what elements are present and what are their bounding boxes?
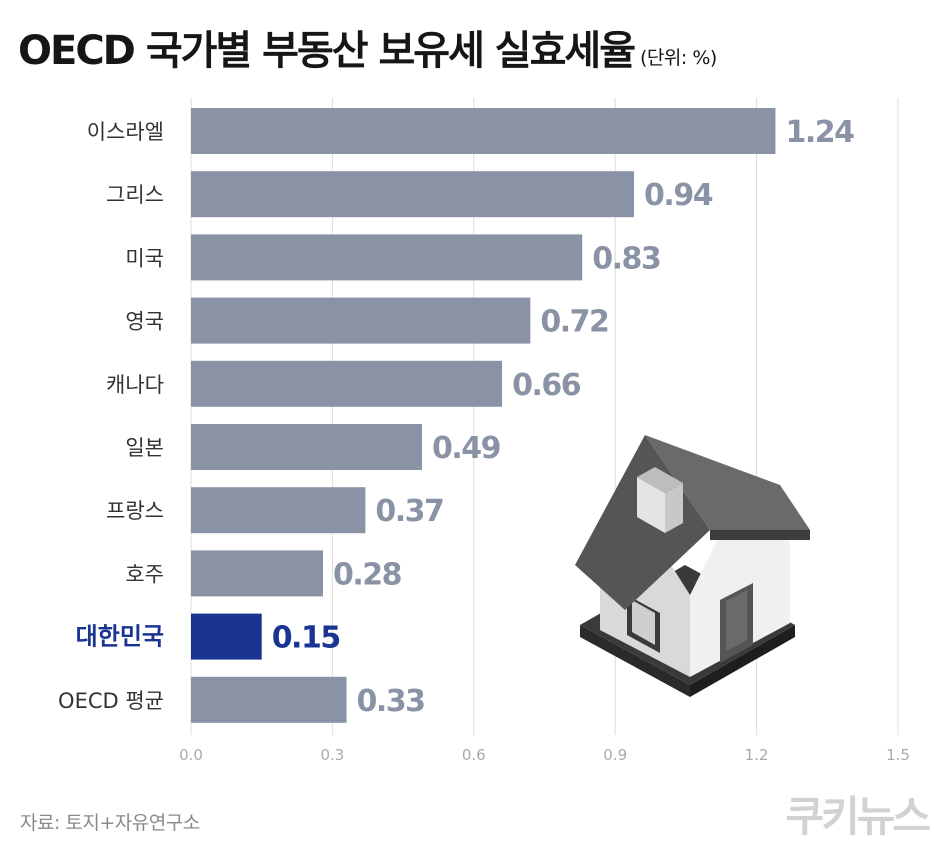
x-tick-label: 0.3 — [320, 746, 344, 764]
value-label: 0.33 — [357, 684, 425, 719]
category-label: 호주 — [125, 562, 164, 586]
bar — [191, 234, 583, 281]
bar — [191, 676, 347, 723]
category-label: 그리스 — [106, 183, 164, 207]
publisher-logo: 쿠키뉴스 — [785, 792, 931, 841]
value-label: 0.66 — [512, 368, 581, 403]
unit-label: (단위: %) — [640, 47, 717, 69]
category-label: 일본 — [125, 436, 164, 460]
category-label: 프랑스 — [106, 499, 164, 523]
bar — [191, 171, 635, 218]
x-tick-label: 1.2 — [745, 746, 769, 764]
category-label: 영국 — [125, 310, 164, 334]
category-label: 대한민국 — [76, 623, 164, 651]
bar — [191, 550, 323, 597]
value-label: 0.94 — [644, 178, 713, 213]
value-label: 0.28 — [333, 557, 402, 592]
value-label: 0.83 — [592, 241, 660, 276]
bar — [191, 360, 503, 407]
house-icon — [575, 435, 810, 697]
value-label: 1.24 — [785, 115, 854, 150]
value-label: 0.15 — [272, 621, 340, 656]
x-tick-label: 0.6 — [462, 746, 486, 764]
value-label: 0.49 — [432, 431, 500, 466]
bars — [191, 108, 776, 723]
bar — [191, 424, 422, 470]
category-label: OECD 평균 — [58, 689, 164, 713]
value-label: 0.72 — [540, 305, 608, 340]
value-label: 0.37 — [375, 494, 443, 529]
source-note: 자료: 토지+자유연구소 — [20, 812, 200, 834]
labels: 이스라엘 1.24 그리스 0.94 미국 0.83 영국 0.72 캐나다 0.66 일본 0.49… — [58, 115, 856, 719]
x-tick-label: 1.5 — [886, 746, 910, 764]
category-label: 캐나다 — [106, 373, 164, 397]
bar — [191, 297, 531, 344]
category-label: 이스라엘 — [87, 120, 164, 144]
title-text: OECD 국가별 부동산 보유세 실효세율 — [18, 28, 636, 74]
x-tick-label: 0.0 — [179, 746, 203, 764]
bar — [191, 613, 262, 660]
category-label: 미국 — [125, 246, 164, 270]
bar — [191, 108, 776, 154]
x-tick-label: 0.9 — [603, 746, 627, 764]
chart-title: OECD 국가별 부동산 보유세 실효세율 (단위: %) — [18, 18, 717, 76]
bar — [191, 487, 366, 534]
